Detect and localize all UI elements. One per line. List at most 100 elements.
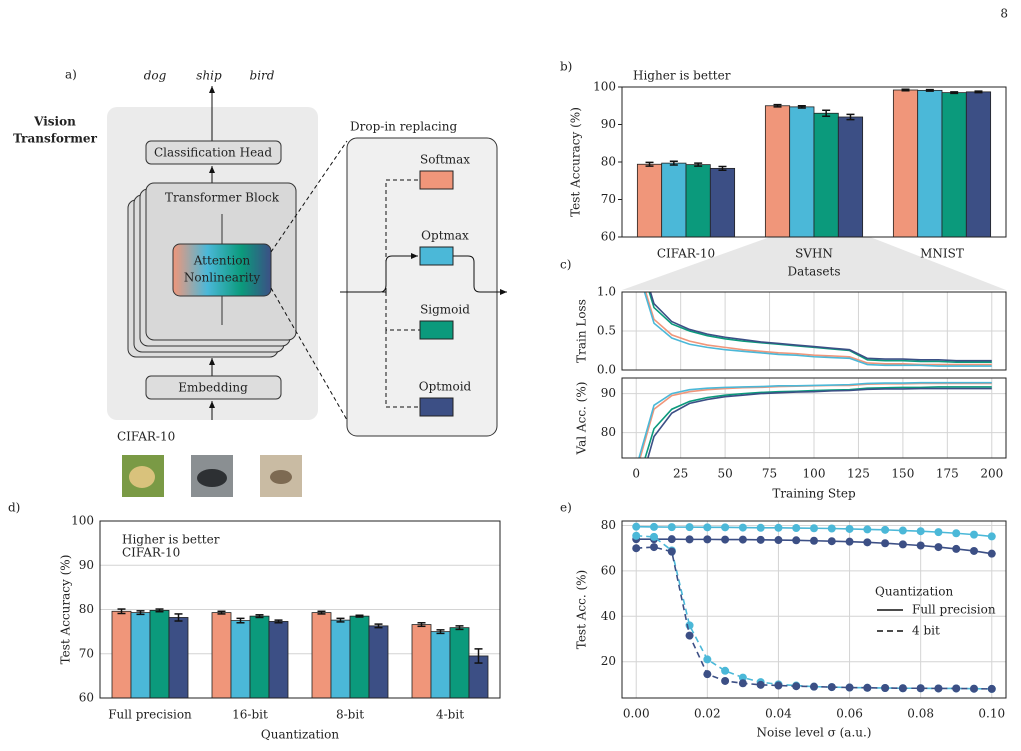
marker xyxy=(810,682,818,691)
y-tick-label: 60 xyxy=(601,563,616,577)
marker xyxy=(650,543,658,552)
marker xyxy=(881,525,890,534)
option-box xyxy=(419,170,454,190)
marker xyxy=(667,547,676,556)
marker xyxy=(881,539,890,548)
model-name: Vision xyxy=(33,115,76,129)
dropin-label: Drop-in replacing xyxy=(350,120,457,134)
embedding-label: Embedding xyxy=(178,381,248,395)
line xyxy=(636,546,992,690)
marker xyxy=(685,523,694,532)
marker xyxy=(810,536,818,545)
y-axis-label: Val Acc. (%) xyxy=(575,382,589,456)
flow-out xyxy=(453,255,507,295)
option-box xyxy=(419,246,454,266)
marker xyxy=(792,536,801,545)
y-tick-label: 70 xyxy=(601,192,616,206)
x-tick-label: 25 xyxy=(673,467,688,481)
x-tick-label: 175 xyxy=(936,467,959,481)
bar xyxy=(149,609,170,699)
annotation: CIFAR-10 xyxy=(122,546,180,560)
marker xyxy=(987,549,996,558)
marker xyxy=(632,522,641,531)
marker xyxy=(810,524,818,533)
x-tick-label: 125 xyxy=(847,467,870,481)
zoom-shade xyxy=(622,237,1006,290)
marker xyxy=(632,544,641,553)
bar xyxy=(130,612,151,699)
line xyxy=(644,292,992,366)
y-tick-label: 40 xyxy=(601,609,616,623)
line xyxy=(644,386,992,458)
option-box xyxy=(419,397,454,417)
output-label: dog xyxy=(144,69,167,83)
panel-label: b) xyxy=(560,60,572,74)
bar xyxy=(965,91,992,238)
marker xyxy=(970,684,978,693)
y-tick-label: 90 xyxy=(601,117,616,131)
line xyxy=(638,381,992,458)
legend-title: Quantization xyxy=(875,585,953,599)
y-axis-label: Train Loss xyxy=(575,299,589,363)
y-axis-label: Test Accuracy (%) xyxy=(59,555,73,665)
bar xyxy=(941,92,967,238)
embedding-box xyxy=(145,375,282,400)
x-axis-label: Training Step xyxy=(772,487,856,501)
marker xyxy=(827,537,836,546)
marker xyxy=(650,532,658,541)
plot-frame xyxy=(621,86,1007,238)
annotation: Higher is better xyxy=(633,69,731,83)
marker xyxy=(667,535,676,544)
thumbnail-detail xyxy=(197,469,227,487)
x-tick-label: 0.08 xyxy=(907,707,934,721)
marker xyxy=(738,673,747,682)
marker xyxy=(934,543,943,552)
bar xyxy=(111,610,132,699)
y-tick-label: 60 xyxy=(601,230,616,244)
line xyxy=(649,292,992,362)
marker xyxy=(650,522,658,531)
marker xyxy=(738,523,747,532)
marker xyxy=(863,683,872,692)
marker xyxy=(952,684,961,693)
marker xyxy=(703,535,712,544)
marker xyxy=(792,524,801,533)
marker xyxy=(845,537,854,546)
option-box xyxy=(419,320,454,340)
marker xyxy=(721,676,730,685)
head-label: Classification Head xyxy=(154,146,272,160)
x-tick-label: 4-bit xyxy=(436,708,464,722)
marker xyxy=(898,526,907,535)
marker xyxy=(774,681,783,690)
output-label: ship xyxy=(196,69,222,83)
plot-frame xyxy=(621,520,1007,699)
attention-label: Attention xyxy=(193,254,251,268)
marker xyxy=(703,655,712,664)
bar xyxy=(685,164,711,238)
option-label: Optmoid xyxy=(419,380,472,394)
dataset-label: CIFAR-10 xyxy=(117,430,175,444)
x-tick-label: 0.02 xyxy=(694,707,721,721)
output-label: bird xyxy=(250,69,275,83)
block-label: Transformer Block xyxy=(165,191,280,205)
x-tick-label: 75 xyxy=(762,467,777,481)
marker xyxy=(632,531,641,540)
bar xyxy=(268,621,289,699)
marker xyxy=(738,535,747,544)
bar xyxy=(368,625,389,699)
marker xyxy=(721,666,730,675)
legend-label: Full precision xyxy=(912,603,996,617)
panel-label: c) xyxy=(560,258,571,272)
bar xyxy=(311,612,332,699)
y-tick-label: 80 xyxy=(601,155,616,169)
legend-label: 4 bit xyxy=(912,624,940,638)
marker xyxy=(934,684,943,693)
marker xyxy=(703,670,712,679)
y-tick-label: 70 xyxy=(79,646,94,660)
panel-label: e) xyxy=(560,501,572,515)
marker xyxy=(703,523,712,532)
thumbnail-detail xyxy=(129,466,155,488)
y-tick-label: 90 xyxy=(601,386,616,400)
marker xyxy=(916,684,925,693)
